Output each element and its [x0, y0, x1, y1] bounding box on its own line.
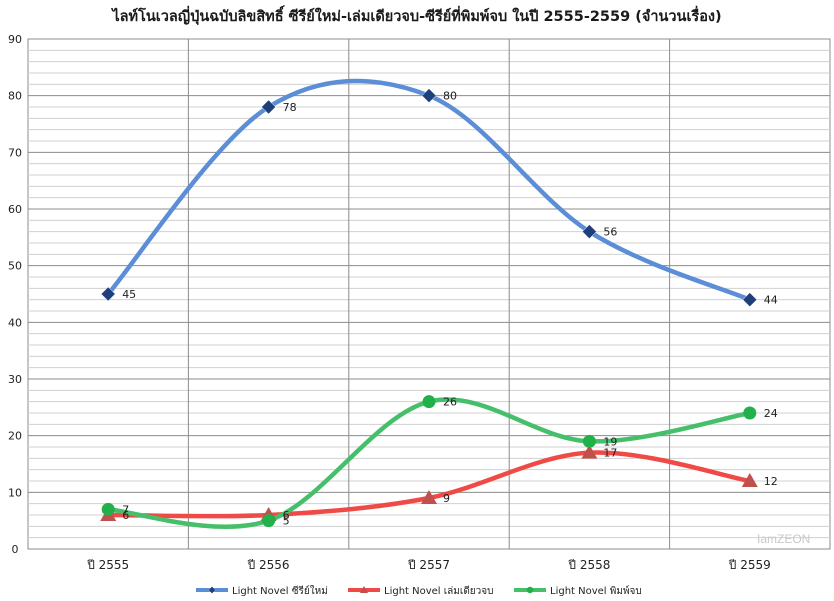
data-label: 24: [764, 407, 778, 420]
legend-label: Light Novel ซีรีย์ใหม่: [232, 585, 328, 597]
data-label: 80: [443, 90, 457, 103]
data-labels: 45 78 80 56 44 6 6 9 17 12 7 5 26 19 24: [122, 90, 778, 528]
y-tick-label: 90: [8, 33, 22, 46]
data-label: 44: [764, 294, 778, 307]
data-point-diamond: [421, 88, 437, 104]
data-label: 6: [283, 509, 290, 522]
axes: 0 10 20 30 40 50 60 70 80 90 ปี 2555 ปี 2556 ปี 2557…: [8, 33, 771, 572]
y-tick-label: 30: [8, 373, 22, 386]
data-label: 6: [122, 509, 129, 522]
y-tick-label: 80: [8, 90, 22, 103]
legend-diamond-icon: [208, 586, 216, 594]
data-point-circle: [422, 395, 436, 409]
legend-circle-icon: [526, 586, 534, 594]
gridlines: [27, 38, 831, 550]
data-label: 12: [764, 475, 778, 488]
data-point-circle: [262, 514, 276, 528]
data-label: 9: [443, 492, 450, 505]
x-tick-label: ปี 2558: [568, 558, 611, 572]
data-label: 19: [603, 435, 617, 448]
legend-triangle-icon: [360, 586, 368, 593]
data-point-circle: [582, 434, 596, 448]
y-tick-label: 50: [8, 260, 22, 273]
chart-title: ไลท์โนเวลญี่ปุ่นฉบับลิขสิทธิ์ ซีรีย์ใหม่…: [112, 9, 722, 25]
data-label: 17: [603, 447, 617, 460]
legend-label: Light Novel เล่มเดียวจบ: [384, 585, 494, 597]
data-label: 45: [122, 288, 136, 301]
data-label: 78: [283, 101, 297, 114]
data-markers: [100, 88, 758, 528]
y-tick-label: 20: [8, 430, 22, 443]
x-tick-label: ปี 2559: [728, 558, 771, 572]
y-tick-label: 40: [8, 316, 22, 329]
data-point-diamond: [582, 224, 597, 240]
legend-label: Light Novel พิมพ์จบ: [550, 585, 642, 597]
y-tick-label: 10: [8, 486, 22, 499]
data-label: 56: [603, 226, 617, 239]
legend: Light Novel ซีรีย์ใหม่ Light Novel เล่มเด…: [196, 585, 642, 597]
x-tick-label: ปี 2557: [407, 558, 450, 572]
y-tick-label: 0: [12, 543, 19, 556]
watermark: IamZEON: [757, 532, 811, 546]
data-point-diamond: [261, 99, 276, 115]
y-tick-label: 60: [8, 203, 22, 216]
data-point-triangle: [581, 444, 598, 459]
data-label: 26: [443, 396, 457, 409]
data-point-triangle: [741, 473, 758, 487]
data-point-circle: [743, 406, 757, 420]
data-point-diamond: [100, 286, 116, 302]
data-point-circle: [101, 502, 115, 516]
x-tick-label: ปี 2556: [247, 558, 290, 572]
plot-area: [27, 38, 831, 550]
data-label: 7: [122, 503, 129, 516]
data-point-diamond: [742, 292, 758, 308]
data-point-triangle: [421, 490, 437, 504]
y-tick-label: 70: [8, 146, 22, 159]
data-label: 5: [283, 515, 290, 528]
x-tick-label: ปี 2555: [87, 558, 130, 572]
